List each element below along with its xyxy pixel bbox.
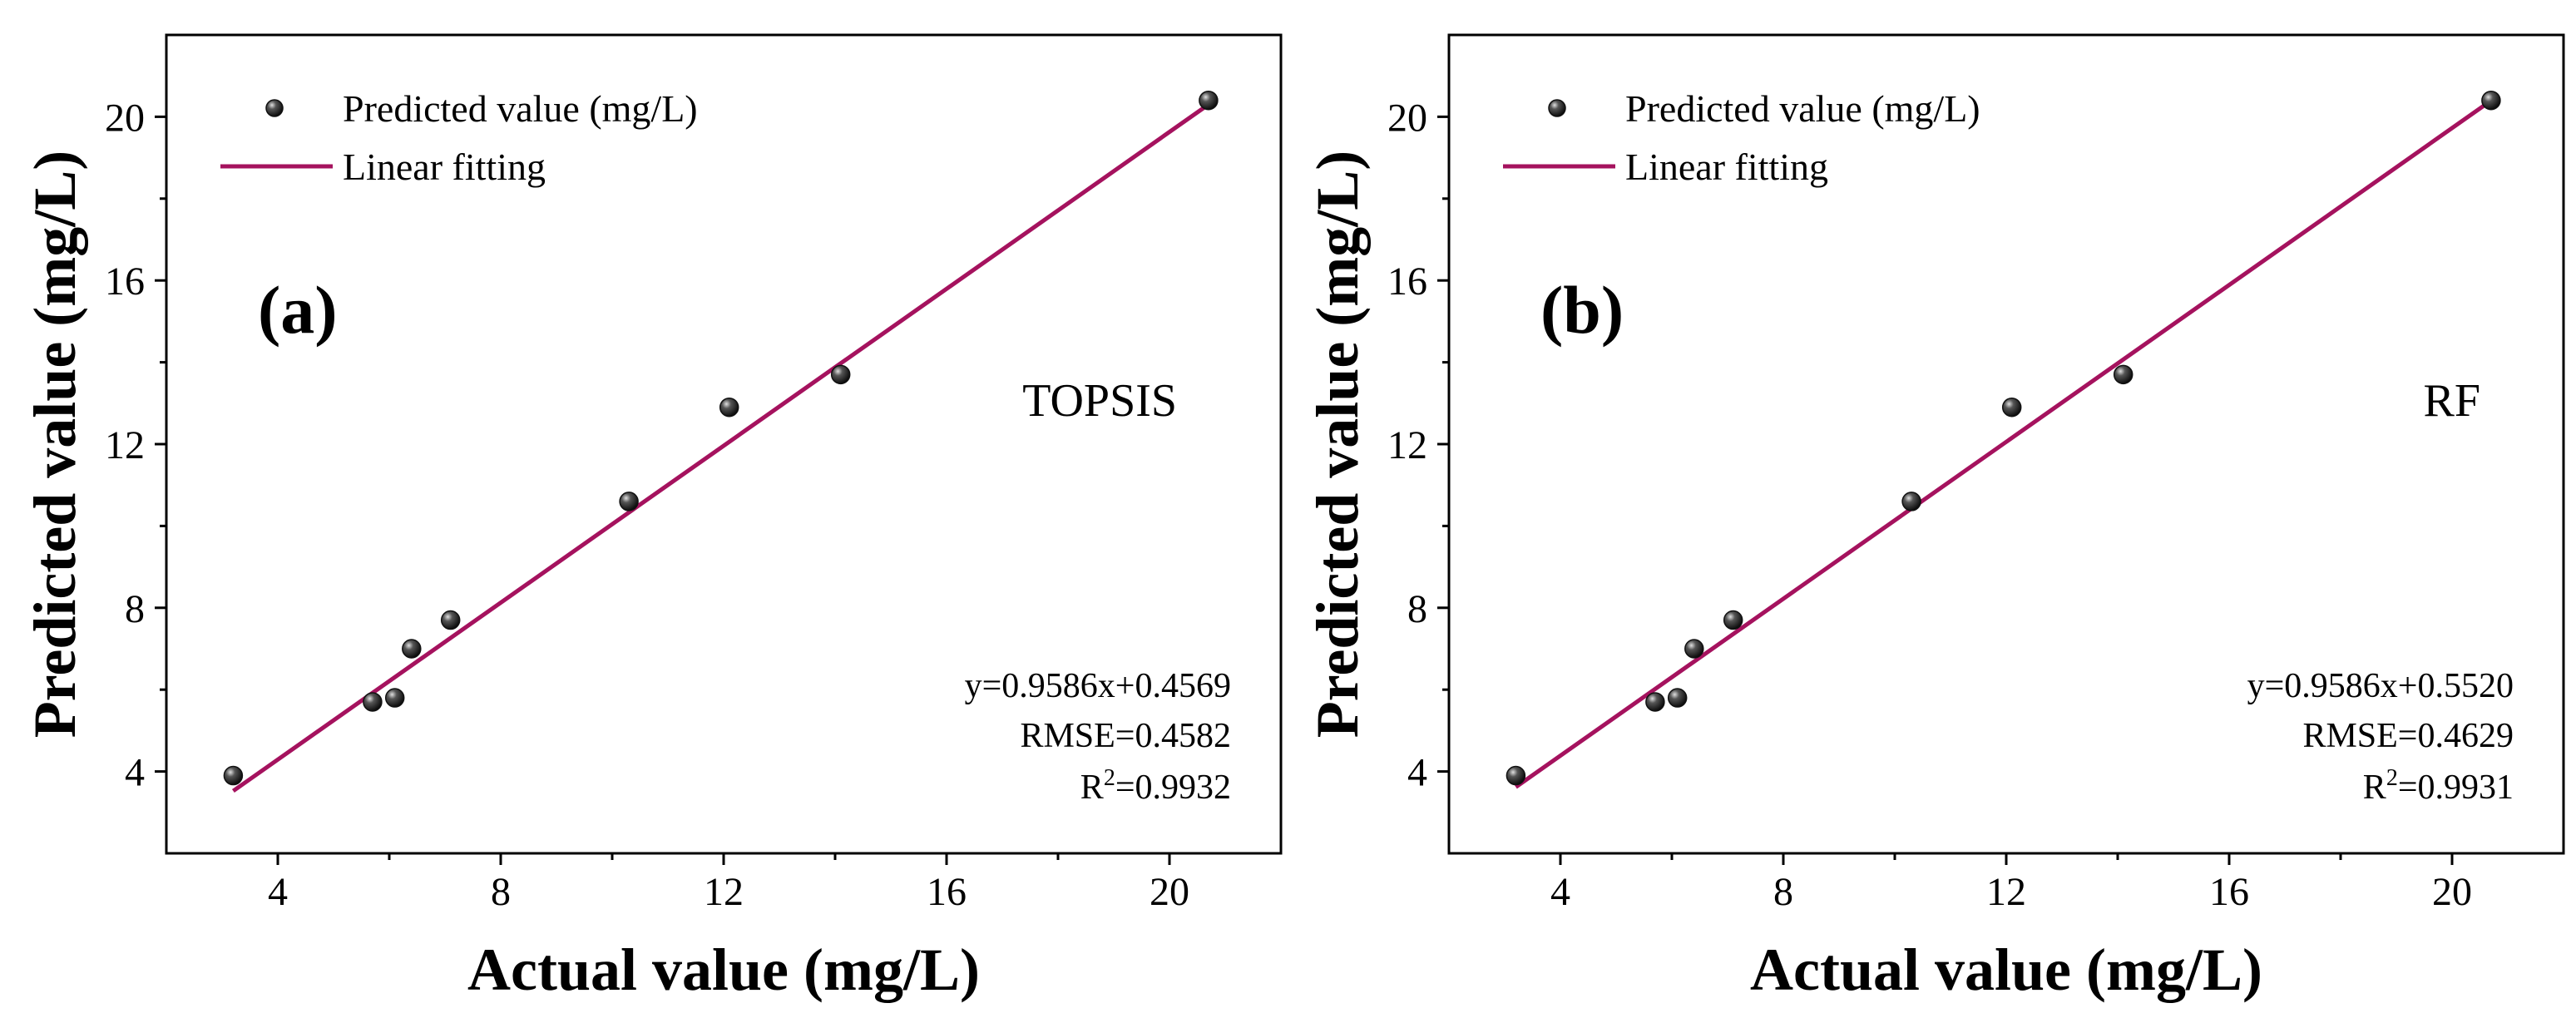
data-point (223, 765, 244, 786)
panel-b: 4 8 12 16 20 4 8 12 16 20 Actual value (mg/L) Predi… (1304, 33, 2565, 1003)
y-tick-label: 16 (1387, 259, 1427, 304)
r2-prefix: R (2363, 768, 2386, 807)
y-tick-label: 12 (105, 423, 145, 467)
x-tick-label: 20 (1150, 870, 1189, 914)
x-tick-label: 16 (2209, 870, 2249, 914)
data-point (440, 610, 461, 630)
y-tick-label: 4 (125, 751, 145, 795)
data-point (402, 639, 422, 659)
data-point (1684, 639, 1704, 659)
data-point (1645, 692, 1665, 712)
r2-number: =0.9932 (1115, 768, 1231, 807)
data-point (2113, 364, 2133, 385)
data-point (1199, 90, 1219, 111)
data-point (619, 492, 639, 511)
y-tick-label: 20 (1387, 96, 1427, 140)
fit-equation: y=0.9586x+0.4569 (965, 667, 1231, 705)
y-axis-title: Predicted value (mg/L) (22, 151, 88, 739)
data-point (1723, 610, 1743, 630)
r2-superscript: 2 (2386, 765, 2398, 791)
x-tick-label: 8 (491, 870, 511, 914)
x-axis-title: Actual value (mg/L) (467, 936, 980, 1003)
x-tick-label: 12 (704, 870, 744, 914)
r2-superscript: 2 (1104, 765, 1115, 791)
legend-line-label: Linear fitting (343, 146, 546, 188)
method-label: RF (2424, 375, 2481, 427)
x-tick-label: 4 (1550, 870, 1570, 914)
x-tick-label: 20 (2432, 870, 2472, 914)
rmse-value: RMSE=0.4629 (2302, 717, 2514, 755)
fit-line (1514, 98, 2493, 789)
y-tick-label: 8 (125, 587, 145, 631)
x-axis-title: Actual value (mg/L) (1750, 936, 2262, 1003)
data-point (363, 692, 383, 712)
legend-scatter-label: Predicted value (mg/L) (1625, 87, 1980, 130)
legend-scatter-label: Predicted value (mg/L) (343, 87, 698, 130)
y-tick-label: 12 (1387, 423, 1427, 467)
r2-value: R2=0.9931 (2363, 765, 2514, 807)
data-point (830, 364, 851, 385)
x-tick-label: 16 (927, 870, 967, 914)
y-tick-label: 16 (105, 259, 145, 304)
data-point (1506, 765, 1526, 786)
panel-label: (a) (258, 272, 338, 348)
data-point (2001, 397, 2022, 418)
fit-equation: y=0.9586x+0.5520 (2247, 667, 2514, 705)
x-tick-label: 4 (268, 870, 288, 914)
fit-line (231, 102, 1210, 793)
method-label: TOPSIS (1022, 375, 1177, 427)
legend-scatter-marker (1548, 99, 1566, 117)
legend-scatter-marker (265, 99, 284, 117)
y-tick-label: 8 (1407, 587, 1427, 631)
data-point (1901, 492, 1921, 511)
y-axis-title: Predicted value (mg/L) (1304, 151, 1371, 739)
data-point (384, 688, 405, 708)
y-tick-label: 4 (1407, 751, 1427, 795)
data-point (719, 397, 739, 418)
panel-label: (b) (1540, 272, 1624, 348)
panel-a: 4 8 12 16 20 4 8 12 16 20 Actual value (mg/L) Predi… (22, 33, 1283, 1003)
legend-line-label: Linear fitting (1625, 146, 1828, 188)
x-tick-label: 8 (1773, 870, 1793, 914)
y-tick-label: 20 (105, 96, 145, 140)
rmse-value: RMSE=0.4582 (1020, 717, 1231, 755)
x-tick-label: 12 (1986, 870, 2026, 914)
data-point (1667, 688, 1688, 708)
r2-number: =0.9931 (2398, 768, 2514, 807)
data-point (2481, 90, 2501, 111)
r2-value: R2=0.9932 (1080, 765, 1231, 807)
r2-prefix: R (1080, 768, 1104, 807)
